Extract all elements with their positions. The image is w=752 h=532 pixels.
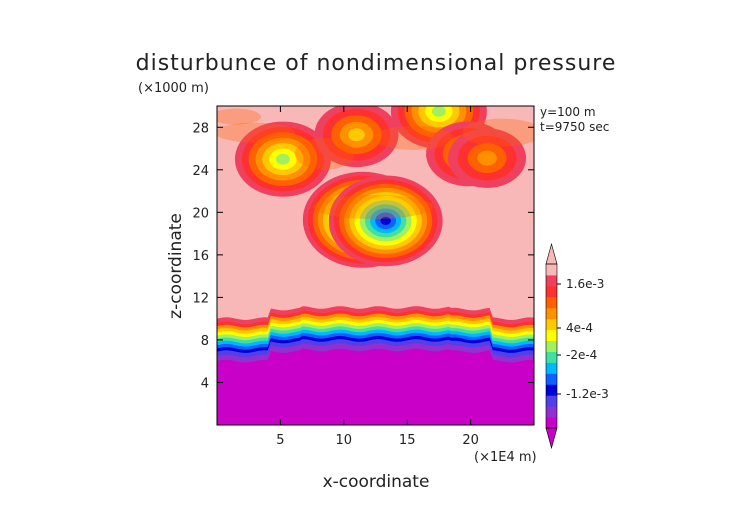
colorbar-label: -1.2e-3	[566, 387, 609, 401]
colorbar-segment	[546, 417, 557, 429]
y-unit-label: (×1000 m)	[138, 81, 209, 96]
y-axis: 4 8 12 16 20 24 28	[192, 121, 534, 391]
colorbar-top-arrow	[545, 242, 558, 265]
colorbar-segment	[546, 318, 557, 331]
feature-6	[448, 128, 527, 188]
chart-title: disturbunce of nondimensional pressure	[136, 51, 617, 76]
colorbar-label: -2e-4	[566, 348, 597, 362]
colorbar-label: 4e-4	[566, 321, 593, 335]
disturbance-patch	[312, 195, 433, 220]
feature-2	[234, 121, 331, 197]
x-axis-label: x-coordinate	[323, 472, 430, 492]
info-line-time: t=9750 sec	[540, 120, 609, 134]
colorbar-label: 1.6e-3	[566, 277, 604, 291]
x-tick-label: 15	[399, 433, 416, 448]
feature-3	[314, 106, 399, 168]
contour-field	[217, 106, 534, 425]
feature-ring	[348, 128, 365, 142]
colorbar-segment	[546, 395, 557, 407]
colorbar-segment	[546, 384, 557, 396]
x-unit-label: (×1E4 m)	[474, 450, 537, 465]
disturbance-patch	[217, 122, 296, 143]
y-tick-label: 16	[192, 249, 209, 264]
colorbar-segment	[546, 329, 557, 342]
colorbar-segment	[546, 264, 557, 276]
plot-frame	[216, 105, 535, 426]
colorbar-segment	[546, 373, 557, 385]
colorbar-segment	[546, 274, 557, 287]
colorbar-segment	[546, 296, 557, 309]
y-tick-label: 24	[192, 164, 209, 179]
feature-1	[328, 175, 443, 267]
x-tick-label: 20	[462, 433, 479, 448]
y-tick-label: 12	[192, 291, 209, 306]
y-tick-label: 8	[201, 334, 209, 349]
y-tick-label: 4	[201, 376, 209, 391]
y-tick-label: 28	[192, 121, 209, 136]
upper-disturbance	[217, 108, 534, 220]
feature-ring	[380, 216, 391, 225]
y-axis-label: z-coordinate	[166, 213, 186, 319]
disturbance-patch	[294, 137, 355, 170]
colorbar-segment	[546, 351, 557, 363]
feature-ring	[432, 106, 446, 117]
colorbar-bottom-arrow	[545, 427, 558, 450]
x-tick-label: 5	[276, 433, 284, 448]
y-tick-label: 20	[192, 206, 209, 221]
info-line-y: y=100 m	[540, 105, 596, 119]
feature-ring	[276, 153, 290, 165]
disturbance-patch	[217, 108, 262, 125]
feature-ring	[477, 150, 497, 166]
disturbance-patch	[373, 125, 454, 150]
colorbar-segment	[546, 340, 557, 352]
x-tick-label: 10	[336, 433, 353, 448]
disturbance-patch	[462, 118, 534, 147]
colorbar-frame	[545, 263, 558, 429]
layer-band-12	[217, 348, 534, 425]
colorbar-segment	[546, 285, 557, 298]
x-axis: 5 10 15 20	[276, 106, 479, 448]
colorbar-segment	[546, 307, 557, 320]
colorbar: 1.6e-3 4e-4 -2e-4 -1.2e-3	[545, 242, 609, 450]
colorbar-segment	[546, 362, 557, 374]
colorbar-segment	[546, 406, 557, 418]
